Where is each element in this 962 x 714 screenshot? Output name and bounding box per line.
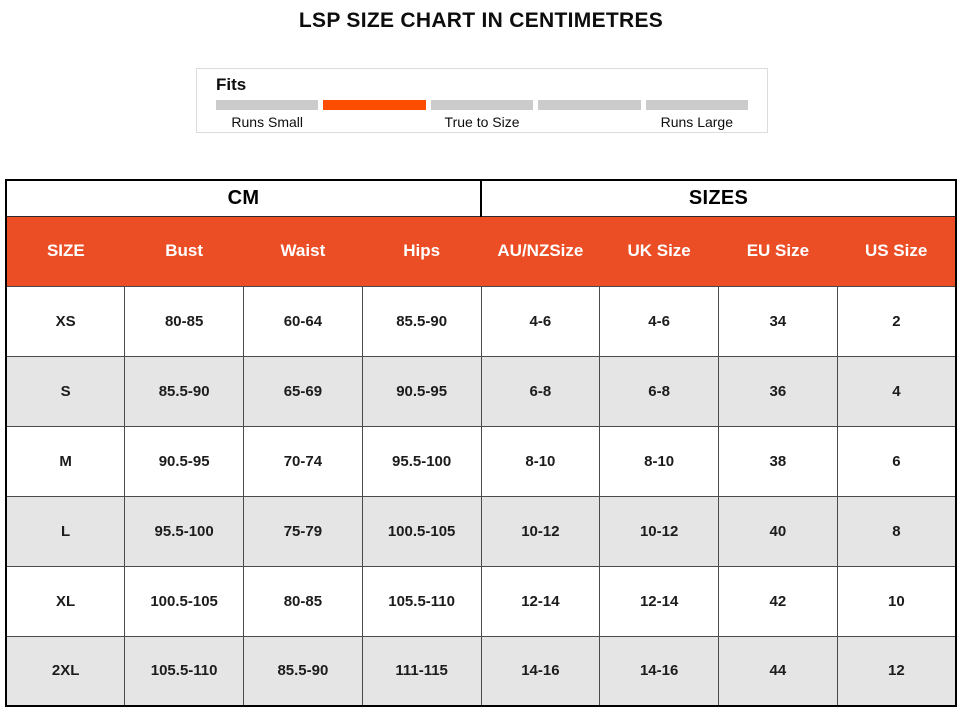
table-cell: 42 bbox=[718, 565, 838, 637]
table-cell: 34 bbox=[718, 285, 838, 357]
table-cell: 70-74 bbox=[243, 425, 363, 497]
table-row-m: M 90.5-95 70-74 95.5-100 8-10 8-10 38 6 bbox=[5, 425, 957, 497]
table-cell: 105.5-110 bbox=[361, 565, 482, 637]
size-label-cell: L bbox=[5, 495, 126, 567]
table-cell: 6-8 bbox=[480, 355, 601, 427]
fits-scale-spacer bbox=[538, 114, 640, 130]
fits-scale-runs-small: Runs Small bbox=[231, 114, 303, 130]
table-cell: 60-64 bbox=[243, 285, 363, 357]
column-header-uk-size: UK Size bbox=[599, 216, 719, 286]
size-label-cell: S bbox=[5, 355, 126, 427]
table-cell: 4 bbox=[836, 355, 957, 427]
fits-segment-4 bbox=[538, 100, 641, 110]
table-cell: 10-12 bbox=[599, 495, 719, 567]
size-chart-table: CM SIZES SIZE Bust Waist Hips AU/NZSize … bbox=[5, 179, 957, 707]
group-header-sizes: SIZES bbox=[481, 180, 956, 217]
fits-segment-5 bbox=[645, 100, 749, 110]
table-cell: 75-79 bbox=[243, 495, 363, 567]
table-cell: 95.5-100 bbox=[361, 425, 482, 497]
table-cell: 12-14 bbox=[599, 565, 719, 637]
table-row-l: L 95.5-100 75-79 100.5-105 10-12 10-12 4… bbox=[5, 495, 957, 567]
table-cell: 85.5-90 bbox=[361, 285, 482, 357]
fits-scale-runs-large: Runs Large bbox=[660, 114, 734, 130]
column-header-bust: Bust bbox=[124, 216, 244, 286]
column-header-us-size: US Size bbox=[837, 216, 956, 286]
column-header-eu-size: EU Size bbox=[718, 216, 838, 286]
table-cell: 65-69 bbox=[243, 355, 363, 427]
table-row-2xl: 2XL 105.5-110 85.5-90 111-115 14-16 14-1… bbox=[5, 635, 957, 707]
fits-label: Fits bbox=[216, 75, 247, 94]
fits-scale-spacer bbox=[323, 114, 425, 130]
column-header-hips: Hips bbox=[362, 216, 481, 286]
table-cell: 44 bbox=[718, 635, 838, 707]
table-cell: 2 bbox=[836, 285, 957, 357]
table-cell: 85.5-90 bbox=[124, 355, 244, 427]
table-cell: 38 bbox=[718, 425, 838, 497]
table-cell: 100.5-105 bbox=[361, 495, 482, 567]
table-cell: 12-14 bbox=[480, 565, 601, 637]
table-cell: 10 bbox=[836, 565, 957, 637]
table-cell: 14-16 bbox=[599, 635, 719, 707]
column-header-waist: Waist bbox=[243, 216, 363, 286]
table-cell: 80-85 bbox=[124, 285, 244, 357]
column-header-row: SIZE Bust Waist Hips AU/NZSize UK Size E… bbox=[6, 216, 956, 286]
size-label-cell: XL bbox=[5, 565, 126, 637]
table-cell: 4-6 bbox=[480, 285, 601, 357]
table-cell: 8 bbox=[836, 495, 957, 567]
fits-segment-1 bbox=[216, 100, 319, 110]
table-row-xl: XL 100.5-105 80-85 105.5-110 12-14 12-14… bbox=[5, 565, 957, 637]
column-header-size: SIZE bbox=[6, 216, 125, 286]
table-cell: 14-16 bbox=[480, 635, 601, 707]
table-cell: 90.5-95 bbox=[361, 355, 482, 427]
column-header-aunz-size: AU/NZSize bbox=[481, 216, 600, 286]
table-cell: 12 bbox=[836, 635, 957, 707]
table-cell: 85.5-90 bbox=[243, 635, 363, 707]
table-cell: 105.5-110 bbox=[124, 635, 244, 707]
size-label-cell: 2XL bbox=[5, 635, 126, 707]
table-cell: 40 bbox=[718, 495, 838, 567]
table-cell: 8-10 bbox=[599, 425, 719, 497]
table-cell: 6 bbox=[836, 425, 957, 497]
table-cell: 100.5-105 bbox=[124, 565, 244, 637]
table-cell: 10-12 bbox=[480, 495, 601, 567]
fits-segment-3 bbox=[430, 100, 534, 110]
table-cell: 111-115 bbox=[361, 635, 482, 707]
size-label-cell: M bbox=[5, 425, 126, 497]
table-cell: 90.5-95 bbox=[124, 425, 244, 497]
table-row-xs: XS 80-85 60-64 85.5-90 4-6 4-6 34 2 bbox=[5, 285, 957, 357]
table-cell: 36 bbox=[718, 355, 838, 427]
table-cell: 4-6 bbox=[599, 285, 719, 357]
table-cell: 80-85 bbox=[243, 565, 363, 637]
fits-scale-true-to-size: True to Size bbox=[444, 114, 520, 130]
page-title: LSP SIZE CHART IN CENTIMETRES bbox=[298, 9, 664, 32]
table-cell: 95.5-100 bbox=[124, 495, 244, 567]
table-cell: 8-10 bbox=[480, 425, 601, 497]
group-header-row: CM SIZES bbox=[6, 180, 956, 217]
group-header-cm: CM bbox=[6, 180, 482, 217]
fits-meter bbox=[216, 100, 749, 110]
table-row-s: S 85.5-90 65-69 90.5-95 6-8 6-8 36 4 bbox=[5, 355, 957, 427]
size-label-cell: XS bbox=[5, 285, 126, 357]
table-cell: 6-8 bbox=[599, 355, 719, 427]
fits-scale: Runs Small True to Size Runs Large bbox=[216, 114, 748, 130]
fits-indicator: Fits Runs Small True to Size Runs Large bbox=[196, 68, 768, 133]
fits-segment-2-active bbox=[323, 100, 426, 110]
